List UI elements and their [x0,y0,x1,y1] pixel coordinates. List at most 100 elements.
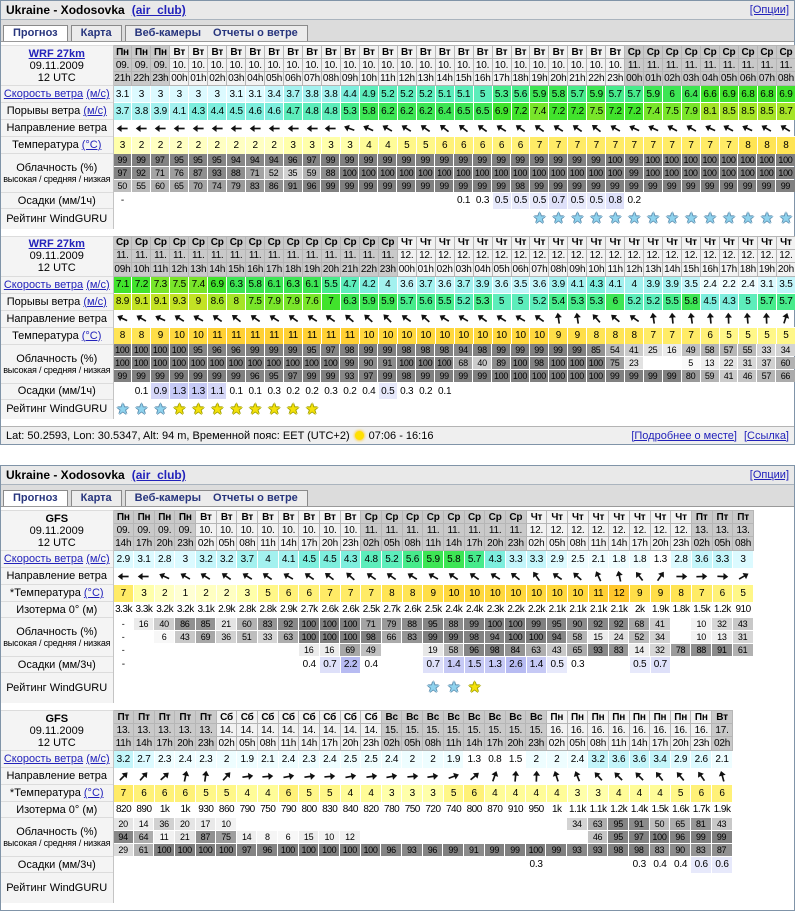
date-header-cell: 14. [256,723,279,737]
cell-speed: 3.6 [492,275,512,293]
rating-cell [237,673,258,704]
cloud-high-value: 10 [216,817,236,830]
share-link[interactable]: [Ссылка] [743,429,789,442]
spot-club-link[interactable]: (air_club) [131,468,186,482]
row-label-text[interactable]: Скорость ветра [3,553,84,565]
row-label-text[interactable]: Скорость ветра [3,753,84,765]
cloud-mid-value: 100 [435,166,454,179]
cloud-high-value: 100 [169,344,188,356]
cloud-low-value: 66 [776,370,795,382]
options-link[interactable]: [Опции] [749,4,789,16]
spot-club-link[interactable]: (air_club) [131,3,186,17]
cloud-cell: 100 100 16 [319,617,341,657]
tab-bar: Прогноз Карта Веб-камеры Отчеты о ветре [1,485,794,507]
cell-speed: 4.1 [278,550,300,568]
hour-header-cell: 02h [545,736,568,751]
day-header-cell: Чт [628,510,651,524]
cloud-high-value: 100 [662,153,681,166]
cell-temp: 3 [567,784,589,802]
wind-direction-cell [691,768,712,785]
cloud-high-value: 83 [257,617,278,630]
cloud-low-value [196,644,216,656]
cell-gusts: 5.8 [681,292,702,310]
cloud-cell: 34 60 66 [776,344,795,383]
row-label-unit[interactable]: (м/с) [83,105,107,117]
wind-direction-cell [691,568,712,585]
rating-cell [588,873,609,904]
day-header-cell: Вт [491,45,512,59]
cloud-mid-value: 10 [319,830,340,843]
cell-isotherm: 2.1k [548,604,566,615]
cloud-mid-value: 66 [381,630,402,643]
model-info: GFS 09.11.2009 12 UTC [1,510,114,551]
rating-cell [505,673,526,704]
tab-map[interactable]: Карта [70,25,122,41]
tab-webcams[interactable]: Веб-камеры [134,27,202,39]
cloud-high-value: 55 [738,344,757,356]
cloud-cell: 100 100 99 [643,153,663,193]
row-label-unit[interactable]: (м/с) [86,753,110,765]
cloud-high-value: 34 [776,344,795,356]
tab-map[interactable]: Карта [70,490,122,506]
model-name[interactable]: WRF 27km [28,47,85,60]
day-header-cell: Чт [546,510,568,524]
hour-header-cell: 05h [381,536,403,551]
windguru-star-yellow: ★ [305,400,319,418]
spot-details-link[interactable]: [Подробнее о месте] [631,429,737,442]
cell-speed: 4 [378,275,398,293]
cell-speed: 2.4 [738,275,758,293]
day-header-cell: Ср [756,45,777,59]
wind-direction-cell [712,768,733,785]
row-label-unit[interactable]: (°C) [83,787,104,799]
cloud-low-value: 91 [463,843,484,856]
tab-wind-reports[interactable]: Отчеты о ветре [213,27,298,39]
cloud-cell: 95 94 43 [546,617,568,657]
tab-webcams[interactable]: Веб-камеры [134,492,202,504]
cloud-mid-value: 64 [133,830,154,843]
cloud-mid-value: 99 [690,830,711,843]
rating-cell [299,673,320,704]
cloud-cell: 98 100 99 [435,344,454,383]
tab-forecast[interactable]: Прогноз [3,25,68,41]
row-label-unit[interactable]: (м/с) [86,88,110,100]
cell-temp: 5 [319,784,341,802]
cloud-cell: 100 94 98 [484,617,506,657]
date-header-cell: 14. [318,723,341,737]
day-header-cell: Ср [188,235,209,250]
cell-gusts: 5.3 [586,292,607,310]
row-label-unit[interactable]: (°C) [83,587,104,599]
row-label-unit[interactable]: (м/с) [86,278,110,291]
cell-speed: 0.8 [484,750,506,768]
cloud-high-value: 98 [435,344,454,356]
cloud-low-value: 99 [700,179,719,192]
cloud-low-value: 80 [681,370,700,382]
cloud-mid-value [402,831,422,843]
cloud-cell: 55 31 46 [738,344,757,383]
cloud-cell: 100 [360,818,382,857]
row-label-unit[interactable]: (°C) [81,139,102,151]
day-header-cell: Вт [195,510,217,524]
row-label-text[interactable]: Скорость ветра [3,278,84,291]
row-label-unit[interactable]: (°C) [81,329,102,342]
cell-speed: 2 [525,750,547,768]
row-label-unit[interactable]: (м/с) [83,295,107,308]
cloud-cell: 99 91 99 [378,344,397,383]
cell-temp: 2 [131,136,152,154]
options-link[interactable]: [Опции] [749,469,789,481]
rating-cell [227,209,246,229]
cloud-mid-value: 100 [188,357,207,369]
cell-temp: 10 [473,326,493,344]
cloud-high-value [299,818,319,830]
cell-precip: 1.4 [526,656,548,673]
model-name[interactable]: WRF 27km [28,238,85,250]
row-label-text[interactable]: Скорость ветра [3,88,84,100]
tab-forecast[interactable]: Прогноз [3,490,68,506]
rating-cell: ★ [738,209,757,229]
row-label-cloud: Облачность (%) высокая / средняя / низкая [1,817,114,857]
cell-speed: 3 [169,85,190,103]
day-header-cell: Вт [377,45,398,59]
tab-wind-reports[interactable]: Отчеты о ветре [213,492,298,504]
cloud-high-value: 99 [264,344,283,356]
row-label-unit[interactable]: (м/с) [86,553,110,565]
cell-speed: 5.9 [643,85,664,103]
